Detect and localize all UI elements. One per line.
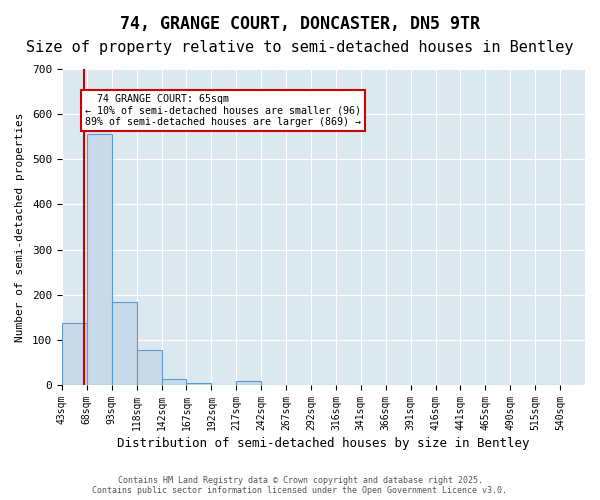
Bar xyxy=(87,134,112,385)
Bar xyxy=(187,383,211,385)
Bar xyxy=(137,350,161,385)
X-axis label: Distribution of semi-detached houses by size in Bentley: Distribution of semi-detached houses by … xyxy=(117,437,530,450)
Bar xyxy=(161,379,187,385)
Bar xyxy=(112,302,137,385)
Bar xyxy=(62,323,87,385)
Text: Contains HM Land Registry data © Crown copyright and database right 2025.
Contai: Contains HM Land Registry data © Crown c… xyxy=(92,476,508,495)
Text: 74, GRANGE COURT, DONCASTER, DN5 9TR: 74, GRANGE COURT, DONCASTER, DN5 9TR xyxy=(120,15,480,33)
Text: Size of property relative to semi-detached houses in Bentley: Size of property relative to semi-detach… xyxy=(26,40,574,55)
Bar xyxy=(236,382,261,385)
Text: 74 GRANGE COURT: 65sqm
← 10% of semi-detached houses are smaller (96)
89% of sem: 74 GRANGE COURT: 65sqm ← 10% of semi-det… xyxy=(85,94,361,127)
Y-axis label: Number of semi-detached properties: Number of semi-detached properties xyxy=(15,112,25,342)
